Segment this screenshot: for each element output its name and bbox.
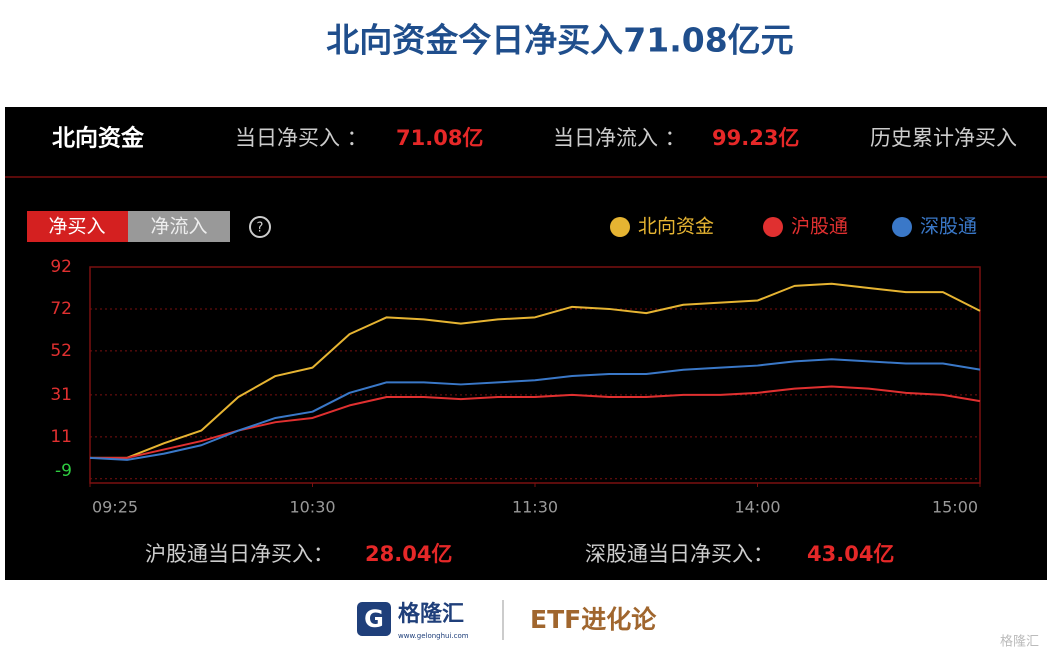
x-tick-label: 09:25 xyxy=(92,498,138,517)
logo-icon xyxy=(357,602,391,636)
y-tick-label: 11 xyxy=(50,427,72,447)
help-text[interactable]: ? xyxy=(257,221,264,236)
sh-label: 沪股通当日净买入： xyxy=(145,542,334,566)
series-line xyxy=(90,282,981,459)
column-name: ETF进化论 xyxy=(530,605,657,634)
sh-value: 28.04亿 xyxy=(365,542,452,566)
legend-swatch xyxy=(892,217,912,237)
sz-label: 深股通当日净买入： xyxy=(585,542,774,566)
y-tick-label: 52 xyxy=(50,341,72,361)
x-tick-label: 14:00 xyxy=(734,498,780,517)
help-icon[interactable] xyxy=(249,216,271,238)
tab-label[interactable]: 净买入 xyxy=(48,216,105,238)
x-tick-label: 15:00 xyxy=(932,498,978,517)
series-line xyxy=(89,358,981,461)
page-title: 北向资金今日净买入71.08亿元 xyxy=(326,21,793,60)
legend-label: 北向资金 xyxy=(638,216,714,238)
brand: 格隆汇 xyxy=(398,601,464,627)
header-flow-label: 当日净流入 ： xyxy=(553,126,686,150)
y-tick-label: 72 xyxy=(50,299,72,319)
header-history-label: 历史累计净买入 xyxy=(870,126,1017,150)
watermark: 格隆汇 xyxy=(1000,634,1039,650)
legend-label: 沪股通 xyxy=(791,216,848,238)
sz-value: 43.04亿 xyxy=(807,542,894,566)
x-tick-label: 11:30 xyxy=(512,498,558,517)
panel xyxy=(5,107,1047,580)
y-tick-label: 92 xyxy=(50,257,72,277)
x-tick-label: 10:30 xyxy=(289,498,335,517)
legend-label: 深股通 xyxy=(920,216,977,238)
header-name: 北向资金 xyxy=(52,125,145,152)
legend-swatch xyxy=(610,217,630,237)
header-buy-value: 71.08亿 xyxy=(396,126,483,150)
brand-url: www.gelonghui.com xyxy=(398,632,469,640)
tab-active[interactable] xyxy=(27,211,128,242)
tab-label[interactable]: 净流入 xyxy=(150,216,207,238)
header-flow-value: 99.23亿 xyxy=(712,126,799,150)
y-tick-label: -9 xyxy=(55,461,72,481)
legend-swatch xyxy=(763,217,783,237)
y-tick-label: 31 xyxy=(50,385,72,405)
logo-letter: G xyxy=(364,605,384,633)
header-buy-label: 当日净买入 ： xyxy=(235,126,368,150)
tab-inactive[interactable] xyxy=(128,211,230,242)
